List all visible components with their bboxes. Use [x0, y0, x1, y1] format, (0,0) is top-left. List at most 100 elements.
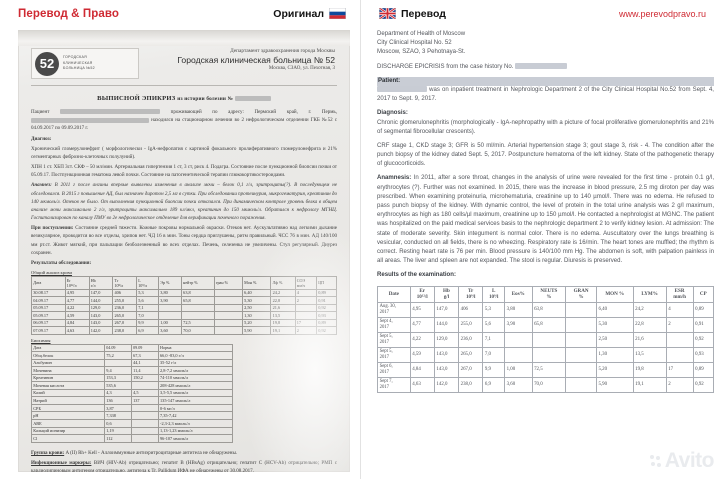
- table-cell: 35-52 г/л: [157, 358, 233, 368]
- table-cell: [180, 311, 215, 320]
- table-cell: 24,2: [632, 301, 667, 318]
- table-row: Cl 112 96-107 ммоль/л: [30, 434, 233, 443]
- anamnesis-paragraph-en: Anamnesis: In 2011, after a sore throat,…: [377, 174, 714, 266]
- table-row: Aug. 30, 2017 4,95 147,0 406 5,3 3,80 63,8 6,40 2…: [377, 301, 715, 318]
- document-title-sub: из истории болезни №: [177, 96, 233, 102]
- table-cell: [565, 376, 597, 393]
- table-cell: [565, 331, 597, 348]
- table-cell: 9,9: [136, 318, 160, 328]
- table-cell: 3,80: [504, 301, 533, 318]
- table-cell: 5,20: [595, 361, 634, 378]
- table-cell: [294, 311, 318, 320]
- table-cell: 7,1: [136, 303, 160, 313]
- table-cell: 143,0: [88, 318, 114, 328]
- anamnesis-label-en: Anamnesis:: [377, 175, 412, 182]
- table-row: Кальций ионизир 1,19 1,13-1,23 ммоль/л: [30, 426, 233, 436]
- russia-flag-svg: [329, 8, 346, 19]
- chem-table: Дата 04.09 09.09 Норма Общ.белок 75,2 67,3 66,…: [30, 343, 233, 443]
- markers-label: Инфекционные маркеры:: [31, 459, 92, 466]
- translation-tab-label: Перевод: [401, 7, 446, 20]
- table-cell: 6,9: [482, 376, 506, 393]
- table-row: Натрий 136 137 135-147 ммоль/л: [30, 396, 233, 405]
- column-header: гран %: [213, 276, 243, 290]
- table-cell: [158, 311, 182, 320]
- table-cell: 5,20: [241, 318, 272, 328]
- table-cell: 6,40: [595, 301, 634, 318]
- document-letterhead: 52 ГОРОДСКАЯ КЛИНИЧЕСКАЯ БОЛЬНИЦА №52 Депа…: [31, 48, 337, 86]
- table-cell: [130, 419, 159, 428]
- table-cell: 236,0: [112, 303, 138, 313]
- translation-body: Department of Health of Moscow City Clin…: [377, 30, 715, 393]
- table-cell: Креатинин: [30, 373, 106, 383]
- diagnosis-paragraph-1: Хронический гломерулонефрит ( морфологич…: [31, 145, 337, 160]
- table-cell: [180, 303, 215, 313]
- table-cell: 4,77: [409, 316, 435, 333]
- table-cell: 05.09.17: [31, 311, 66, 320]
- table-cell: [130, 411, 159, 420]
- table-cell: 136: [104, 396, 132, 405]
- table-cell: 72,5: [180, 318, 215, 328]
- table-cell: [504, 346, 533, 363]
- table-cell: 5,3: [136, 288, 160, 298]
- column-header: Лф %: [270, 276, 296, 290]
- table-cell: Sept 4, 2017: [377, 316, 411, 333]
- table-cell: 5,90: [241, 326, 272, 335]
- table-cell: 19,1: [632, 376, 667, 393]
- table-cell: 137: [130, 396, 159, 405]
- table-cell: 4,63: [64, 326, 90, 335]
- table-cell: 142,0: [433, 376, 460, 393]
- table-cell: Sept 5, 2017: [377, 346, 411, 363]
- table-cell: Общ.белок: [30, 351, 106, 360]
- table-row: Sept 6, 2017 4,84 143,0 267,0 9,9 1,00 72,5 5,20…: [377, 361, 715, 378]
- column-header: Er 10¹²/л: [64, 276, 90, 290]
- site-url-link[interactable]: www.perevodpravo.ru: [618, 8, 706, 19]
- table-cell: 7,0: [482, 346, 506, 363]
- table-cell: 2: [294, 326, 318, 335]
- table-cell: 7,35-7,42: [157, 411, 233, 420]
- table-cell: 0,91: [316, 296, 337, 305]
- table-cell: 0,92: [316, 326, 337, 335]
- table-cell: 4,84: [409, 361, 435, 378]
- table-row: Мочевина 9,4 11,4 2,8-7,2 ммоль/л: [30, 366, 233, 375]
- markers-value: ВИЧ (HIV-Ab) отрицательно; гепатит В (HB…: [31, 459, 337, 472]
- table-cell: 3,5-5,5 ммоль/л: [157, 388, 233, 398]
- cbc-subtitle: Общий анализ крови: [31, 270, 73, 276]
- column-header: Дата: [31, 276, 66, 290]
- table-cell: 238,0: [458, 376, 484, 393]
- diagnosis-text-1-en: Chronic glomerulonephritis (morphologica…: [377, 119, 714, 135]
- table-cell: 2: [665, 316, 694, 333]
- table-cell: 3,90: [504, 316, 533, 333]
- table-cell: [213, 326, 243, 335]
- epicrisis-line: DISCHARGE EPICRISIS from the case histor…: [377, 62, 714, 72]
- avito-watermark-text: Avito: [664, 449, 715, 472]
- hospital-logo: 52 ГОРОДСКАЯ КЛИНИЧЕСКАЯ БОЛЬНИЦА №52: [31, 48, 139, 79]
- chem-header-row: Дата 04.09 09.09 Норма: [30, 343, 233, 353]
- table-row: рН 7,338 7,35-7,42: [30, 411, 233, 420]
- column-header: Date: [377, 285, 411, 303]
- redacted-case-number: [234, 95, 271, 101]
- brand-logo[interactable]: Перевод & Право: [18, 7, 119, 20]
- blood-group-value: A (II) Rh+ Kell - Аллоиммунные антиэритр…: [65, 449, 238, 456]
- admission-heading: При поступлении:: [31, 225, 74, 232]
- table-cell: 3,60: [504, 376, 533, 393]
- table-cell: Cl: [30, 434, 106, 443]
- patient-paragraph: Пациент проживающей по адресу: Пермский …: [31, 109, 337, 132]
- table-cell: [130, 403, 159, 413]
- table-cell: 5,30: [595, 316, 634, 333]
- table-cell: [565, 346, 597, 363]
- document-title-main: ВЫПИСНОЙ ЭПИКРИЗ: [97, 95, 176, 102]
- table-cell: Мочевая кислота: [30, 381, 106, 390]
- table-cell: 70,0: [531, 376, 567, 393]
- avito-watermark: Avito: [649, 449, 715, 473]
- document-body: Пациент проживающей по адресу: Пермский …: [31, 108, 337, 267]
- original-tab[interactable]: Оригинал: [273, 8, 346, 20]
- table-cell: [565, 361, 597, 378]
- table-cell: 267,0: [458, 361, 484, 378]
- table-cell: АВЕ: [30, 419, 106, 428]
- table-cell: 74-110 ммоль/л: [157, 373, 233, 383]
- translation-tab[interactable]: Перевод: [379, 8, 446, 20]
- diagnosis-heading: Диагноз:: [31, 135, 52, 142]
- column-header: ЦП: [316, 276, 337, 290]
- table-cell: 143,0: [433, 361, 460, 378]
- table-cell: 65,8: [531, 316, 567, 333]
